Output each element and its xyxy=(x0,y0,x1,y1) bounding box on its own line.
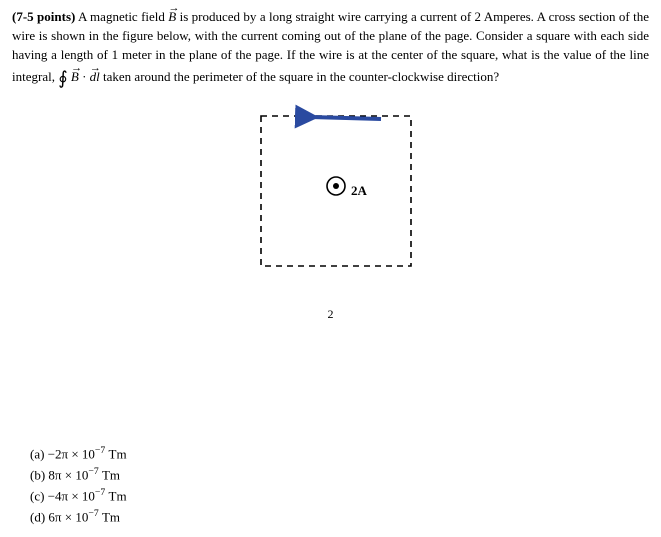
answer-options: (a) −2π × 10−7 Tm (b) 8π × 10−7 Tm (c) −… xyxy=(30,444,649,528)
text-1a: A magnetic field xyxy=(75,9,168,24)
closed-integral: ∮ xyxy=(58,65,67,91)
problem-lead: (7-5 points) xyxy=(12,9,75,24)
square-loop-figure: 2A xyxy=(241,101,421,281)
option-d: (d) 6π × 10−7 Tm xyxy=(30,507,649,527)
text-1c: taken around the perimeter of the square… xyxy=(100,69,499,84)
B-vector-2: B xyxy=(71,68,79,87)
problem-statement: (7-5 points) A magnetic field B is produ… xyxy=(12,8,649,91)
page-number: 2 xyxy=(12,306,649,323)
option-b: (b) 8π × 10−7 Tm xyxy=(30,465,649,485)
B-vector: B xyxy=(168,8,176,27)
dl-vector: dl xyxy=(90,68,100,87)
option-c: (c) −4π × 10−7 Tm xyxy=(30,486,649,506)
option-a: (a) −2π × 10−7 Tm xyxy=(30,444,649,464)
figure-container: 2A 2 xyxy=(12,101,649,324)
svg-text:2A: 2A xyxy=(351,183,368,198)
